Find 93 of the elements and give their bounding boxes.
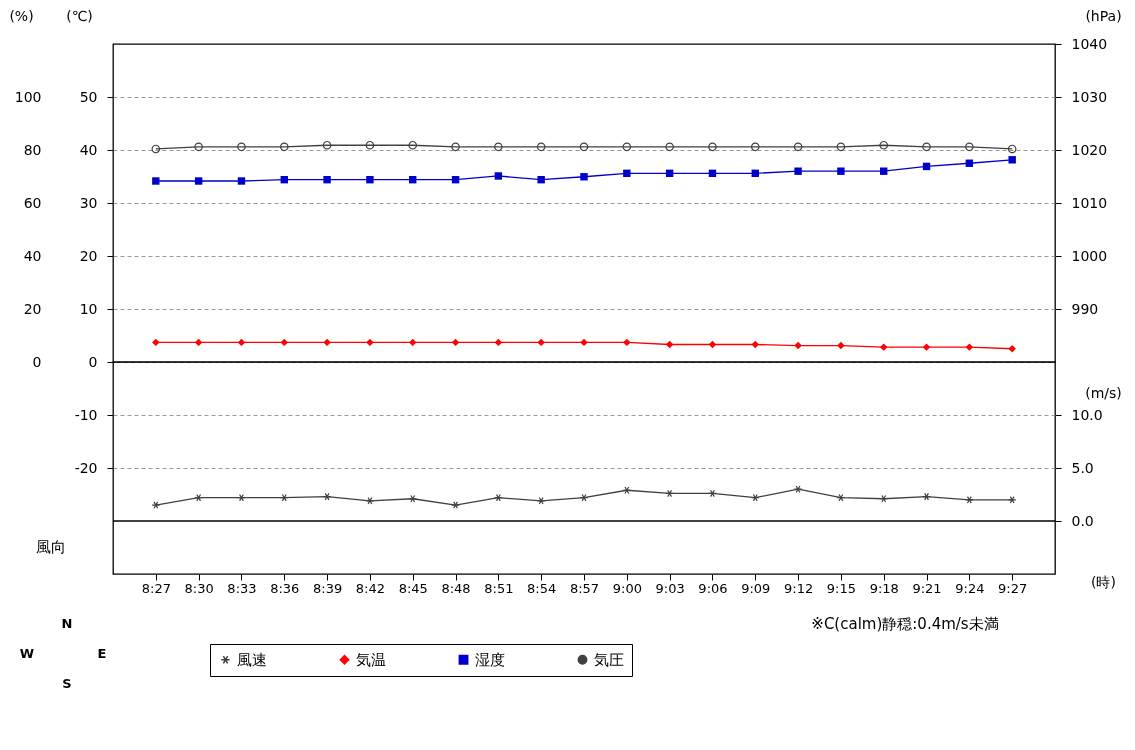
- point: [1007, 495, 1017, 504]
- x-tick-label: 9:06: [698, 580, 728, 596]
- x-tick-label: 9:21: [912, 580, 942, 596]
- point: [323, 175, 331, 184]
- legend-label: 風速: [237, 650, 267, 669]
- point: [237, 177, 246, 185]
- point: [366, 175, 374, 184]
- y2-tick-label: 1000: [1071, 247, 1108, 264]
- point: [836, 493, 846, 502]
- x-tick-label: 8:30: [184, 580, 214, 596]
- x-tick-label: 8:48: [441, 580, 471, 596]
- text: E: [97, 646, 107, 661]
- point: [279, 493, 289, 502]
- x-tick-label: 8:45: [398, 580, 428, 596]
- y2-tick-label: 5.0: [1071, 459, 1094, 476]
- point: [194, 493, 203, 502]
- point: [794, 167, 802, 175]
- point: [880, 167, 888, 175]
- point: [837, 167, 845, 175]
- x-tick-label: 8:36: [270, 580, 300, 596]
- x-tick-label: 9:18: [869, 580, 899, 596]
- point: [451, 501, 460, 509]
- y-tick-label: -10: [74, 406, 98, 423]
- x-tick-label: 8:54: [527, 580, 557, 596]
- y-tick-label: 20: [79, 247, 98, 264]
- x-tick-label: 8:57: [569, 580, 600, 596]
- point: [151, 501, 161, 509]
- y3-axis-title: (%): [9, 7, 34, 24]
- x-tick-label: 8:42: [355, 580, 386, 596]
- point: [537, 175, 545, 184]
- point: [194, 177, 203, 185]
- text: N: [61, 616, 73, 631]
- x-tick-label: 9:12: [783, 580, 814, 596]
- y2-axis-title: (hPa): [1085, 7, 1122, 24]
- point: [623, 169, 631, 178]
- y3-tick-label: 60: [23, 194, 42, 211]
- x-tick-label: 9:15: [826, 580, 857, 596]
- y-tick-label: 50: [79, 88, 98, 105]
- y-axis-title: (℃): [66, 7, 93, 24]
- point: [580, 173, 588, 181]
- y2-tick-label: 1030: [1071, 88, 1108, 105]
- point: [237, 493, 246, 502]
- y3-tick-label: 0: [32, 353, 42, 370]
- legend-label: 湿度: [475, 650, 505, 669]
- point: [365, 497, 375, 505]
- y2-tick-label: 1010: [1071, 194, 1108, 211]
- point: [152, 177, 160, 185]
- text: ※C(calm)静穏:0.4m/s未満: [811, 615, 999, 633]
- y2-axis-title: (m/s): [1085, 384, 1122, 401]
- point: [494, 493, 503, 502]
- x-tick-label: 9:27: [998, 580, 1028, 596]
- point: [879, 494, 889, 503]
- x-tick-label: 9:09: [741, 580, 771, 596]
- text: S: [62, 676, 72, 691]
- point: [750, 493, 760, 502]
- x-tick-label: 9:00: [612, 580, 642, 596]
- y3-tick-label: 40: [23, 247, 42, 264]
- y2-tick-label: 1020: [1071, 141, 1108, 158]
- legend-label: 気温: [356, 650, 386, 669]
- text: W: [19, 646, 35, 661]
- y3-tick-label: 20: [23, 300, 42, 317]
- y2-tick-label: 990: [1071, 300, 1099, 317]
- x-tick-label: 8:39: [312, 580, 343, 596]
- point: [408, 494, 418, 503]
- y3-tick-label: 80: [23, 141, 42, 158]
- point: [922, 492, 931, 501]
- point: [708, 489, 717, 498]
- x-tick-label: 8:27: [141, 580, 171, 596]
- point: [622, 486, 632, 495]
- x-tick-label: 8:51: [484, 580, 514, 596]
- y-tick-label: 40: [79, 141, 98, 158]
- y-tick-label: 30: [79, 194, 98, 211]
- y2-tick-label: 0.0: [1071, 512, 1094, 529]
- point: [965, 495, 974, 504]
- y-tick-label: 10: [79, 300, 98, 317]
- point: [1008, 156, 1016, 164]
- text: 風向: [36, 538, 66, 556]
- x-tick-label: 9:24: [955, 580, 985, 596]
- y2-tick-label: 1040: [1071, 35, 1108, 52]
- y2-tick-label: 10.0: [1071, 406, 1103, 423]
- x-tick-label: 8:33: [227, 580, 257, 596]
- y3-tick-label: 100: [14, 88, 42, 105]
- point: [536, 497, 546, 505]
- point: [494, 172, 503, 180]
- point: [793, 485, 803, 494]
- y-tick-label: -20: [74, 459, 98, 476]
- point: [579, 493, 589, 502]
- x-tick-label: 9:03: [655, 580, 685, 596]
- x-axis-title: (時): [1091, 573, 1116, 590]
- point: [665, 489, 674, 498]
- y-tick-label: 0: [88, 353, 98, 370]
- point: [322, 492, 332, 501]
- legend-label: 気圧: [594, 650, 624, 669]
